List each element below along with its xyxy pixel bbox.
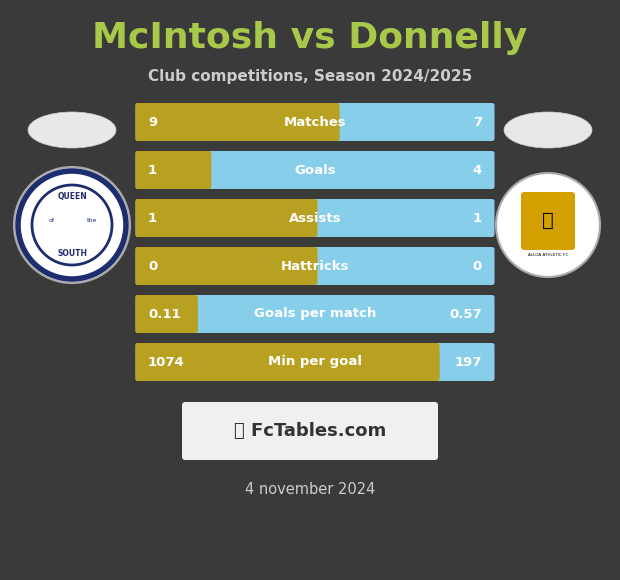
- Text: 🐝: 🐝: [542, 211, 554, 230]
- Text: QUEEN: QUEEN: [57, 193, 87, 201]
- FancyBboxPatch shape: [182, 402, 438, 460]
- Text: McIntosh vs Donnelly: McIntosh vs Donnelly: [92, 21, 528, 55]
- Text: 4: 4: [472, 164, 482, 176]
- FancyBboxPatch shape: [136, 103, 495, 141]
- Text: Goals: Goals: [294, 164, 336, 176]
- FancyBboxPatch shape: [521, 192, 575, 250]
- Ellipse shape: [28, 112, 116, 148]
- FancyBboxPatch shape: [136, 247, 317, 285]
- Text: 0.57: 0.57: [450, 307, 482, 321]
- Text: Club competitions, Season 2024/2025: Club competitions, Season 2024/2025: [148, 68, 472, 84]
- FancyBboxPatch shape: [136, 295, 495, 333]
- FancyBboxPatch shape: [136, 151, 495, 189]
- Text: 197: 197: [454, 356, 482, 368]
- Text: 0.11: 0.11: [148, 307, 180, 321]
- Text: of: of: [49, 218, 55, 223]
- Text: 4 november 2024: 4 november 2024: [245, 483, 375, 498]
- FancyBboxPatch shape: [136, 199, 495, 237]
- Text: 0: 0: [148, 259, 157, 273]
- Ellipse shape: [504, 112, 592, 148]
- Text: Matches: Matches: [284, 115, 347, 129]
- FancyBboxPatch shape: [136, 247, 495, 285]
- Circle shape: [496, 173, 600, 277]
- Text: Assists: Assists: [289, 212, 342, 224]
- Circle shape: [32, 185, 112, 265]
- Text: ALLOA ATHLETIC FC: ALLOA ATHLETIC FC: [528, 253, 568, 257]
- Circle shape: [18, 171, 126, 279]
- FancyBboxPatch shape: [136, 151, 211, 189]
- Text: 0: 0: [472, 259, 482, 273]
- FancyBboxPatch shape: [136, 343, 440, 381]
- Text: 7: 7: [473, 115, 482, 129]
- Text: SOUTH: SOUTH: [57, 248, 87, 258]
- Text: Goals per match: Goals per match: [254, 307, 376, 321]
- FancyBboxPatch shape: [136, 295, 198, 333]
- Text: Min per goal: Min per goal: [268, 356, 362, 368]
- Text: 1: 1: [148, 212, 157, 224]
- FancyBboxPatch shape: [136, 343, 495, 381]
- FancyBboxPatch shape: [136, 103, 340, 141]
- Text: the: the: [87, 218, 97, 223]
- Text: 📊 FcTables.com: 📊 FcTables.com: [234, 422, 386, 440]
- FancyBboxPatch shape: [136, 199, 317, 237]
- Text: Hattricks: Hattricks: [281, 259, 349, 273]
- Circle shape: [14, 167, 130, 283]
- Text: 1: 1: [148, 164, 157, 176]
- Text: 9: 9: [148, 115, 157, 129]
- Text: 1074: 1074: [148, 356, 185, 368]
- Text: 1: 1: [473, 212, 482, 224]
